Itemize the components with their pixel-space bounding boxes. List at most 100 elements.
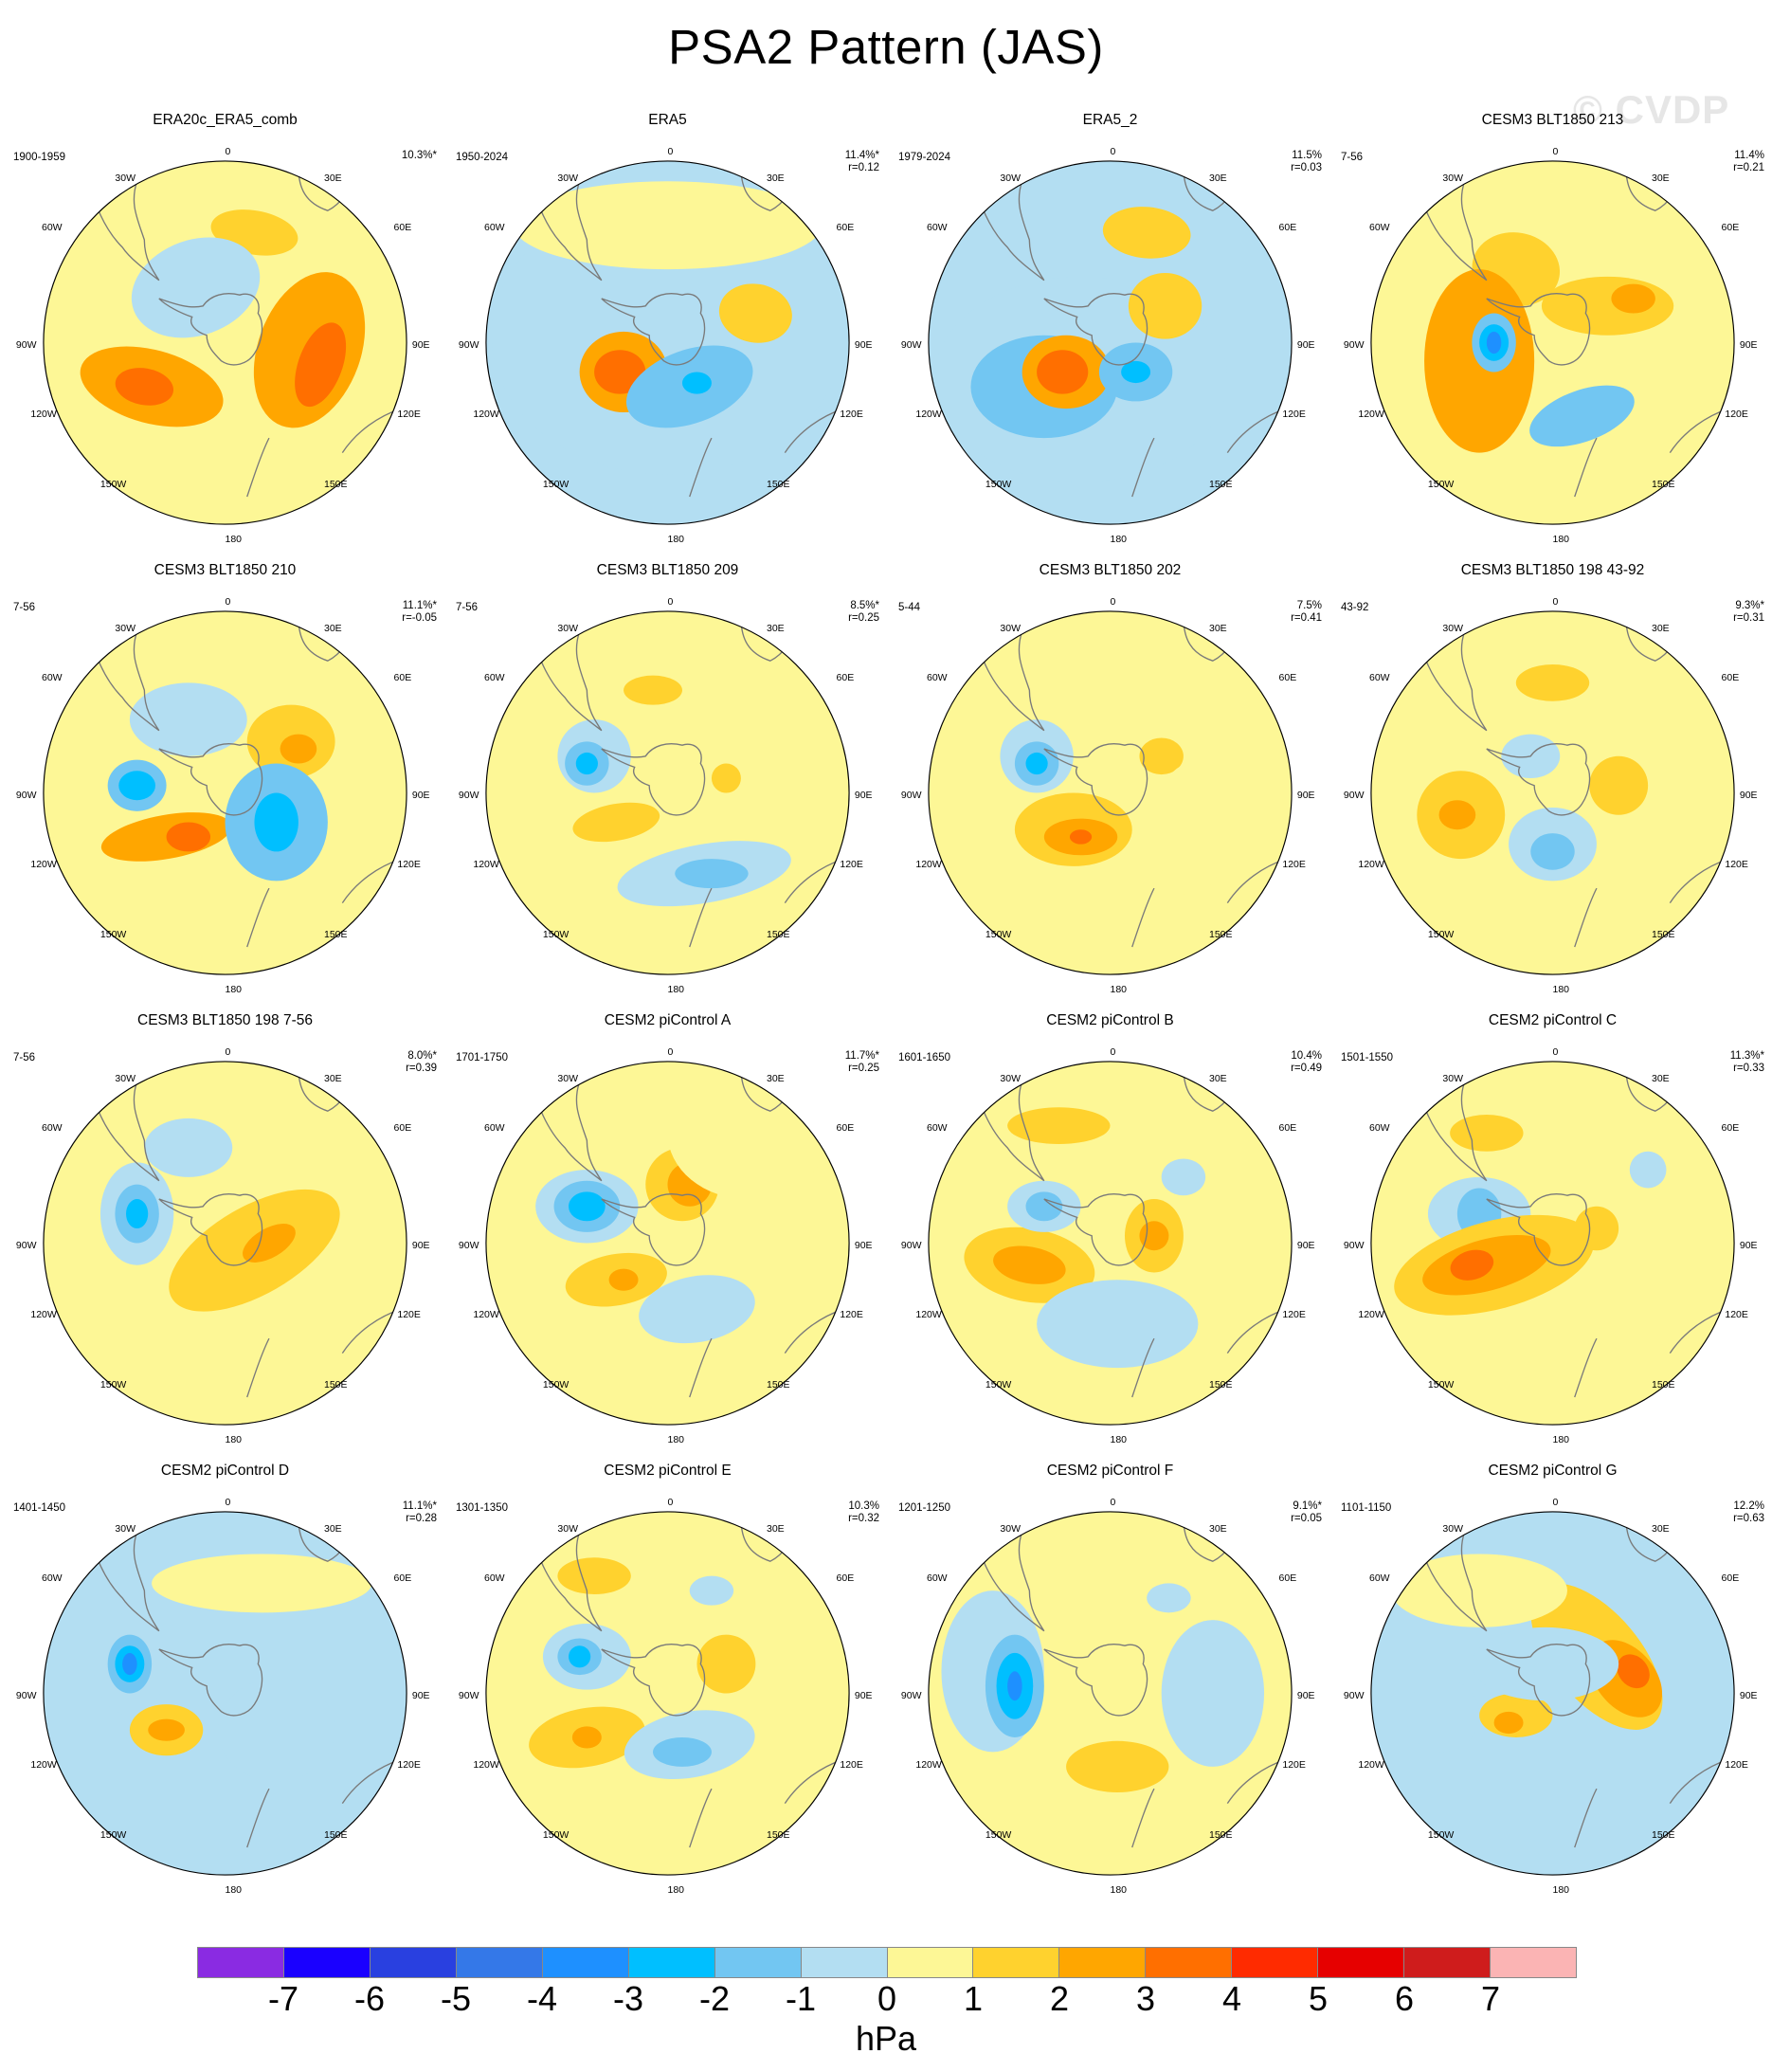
map-lon-label-30w: 30W [115,172,136,184]
map-lon-label-60w: 60W [1369,221,1390,233]
map-lon-label-90w: 90W [458,1239,479,1251]
panel-variance-pct: 8.0%* [407,1050,437,1062]
map-lon-label-180: 180 [1552,1883,1570,1896]
antarctica-coastline [1043,1193,1148,1266]
contour-blob [681,372,712,394]
panel-correlation: r=0.21 [1733,162,1764,173]
south-america-coastline [1412,624,1488,732]
antarctica-coastline [158,1193,263,1266]
panel-years: 43-92 [1341,602,1369,613]
contour-blob [1529,385,1635,447]
panel-correlation: r=0.25 [848,1063,879,1074]
map-lon-label-90w: 90W [15,1239,37,1251]
map-lon-label-0: 0 [1552,146,1559,158]
panel-variance-pct: 11.3%* [1729,1050,1764,1062]
panel-stats: 7.5% r=0.41 [1291,600,1322,625]
map-lon-label-60e: 60E [1278,1572,1297,1584]
panel-title: CESM3 BLT1850 210 [154,562,297,578]
map-lon-label-120e: 120E [397,1759,421,1772]
map-lon-label-180: 180 [667,1883,685,1896]
map-lon-label-120w: 120W [30,1759,57,1772]
panel-variance-pct: 11.5% [1292,150,1322,161]
panel-title: CESM3 BLT1850 213 [1481,112,1624,128]
map-lon-label-180: 180 [667,1433,685,1445]
map-lon-label-120w: 120W [473,1759,499,1772]
map-lon-label-60e: 60E [836,1572,855,1584]
map-lon-label-90e: 90E [411,338,430,351]
map-boundary [1370,160,1735,525]
antarctica-coastline [158,743,263,816]
map-lon-label-60w: 60W [484,221,505,233]
panel-correlation: r=0.12 [848,162,879,173]
map-lon-label-120w: 120W [473,859,499,871]
polar-map [43,1511,407,1876]
map-lon-label-90w: 90W [900,789,922,801]
polar-map [1370,610,1735,975]
panel-years: 1979-2024 [898,152,950,163]
map-panel: CESM2 piControl E 1301-1350 10.3% r=0.32 0 18… [446,1463,889,1913]
panel-correlation: r=0.32 [848,1513,879,1524]
map-lon-label-0: 0 [1110,596,1116,609]
map-lon-label-180: 180 [1552,533,1570,545]
map-lon-label-150e: 150E [766,1378,790,1390]
south-america-coastline [527,1524,603,1632]
map-lon-label-30w: 30W [1442,1072,1463,1084]
map-lon-label-60w: 60W [1369,671,1390,683]
map-lon-label-60w: 60W [1369,1121,1390,1134]
map-lon-label-30w: 30W [1000,1522,1021,1535]
map-lon-label-30e: 30E [323,622,342,634]
panel-stats: 10.4% r=0.49 [1291,1050,1322,1075]
map-lon-label-120w: 120W [30,1309,57,1321]
map-boundary [928,160,1293,525]
panel-stats: 11.4%* r=0.12 [845,150,879,174]
contour-blob [118,771,155,801]
map-lon-label-150e: 150E [1208,928,1233,940]
panel-stats: 8.0%* r=0.39 [406,1050,437,1075]
contour-blob [1161,1158,1206,1196]
map-panel: ERA5 1950-2024 11.4%* r=0.12 0 180 30W 30E 60W 60… [446,112,889,562]
map-panel: CESM3 BLT1850 210 7-56 11.1%* r=-0.05 0 180 30… [4,562,446,1012]
map-lon-label-30w: 30W [1000,1072,1021,1084]
panel-stats: 11.3%* r=0.33 [1730,1050,1764,1075]
panel-variance-pct: 11.1%* [402,600,437,611]
colorbar-tick: -1 [785,1979,817,2018]
panel-variance-pct: 10.3%* [401,150,437,161]
south-america-coastline [1412,173,1488,282]
map-lon-label-90e: 90E [854,789,873,801]
panel-variance-pct: 7.5% [1296,600,1322,611]
contour-blob [667,1066,829,1200]
map-lon-label-180: 180 [225,1433,243,1445]
map-panel: ERA20c_ERA5_comb 1900-1959 10.3%* 0 180 30W 30… [4,112,446,562]
polar-map [485,1061,850,1426]
contour-blob [689,1575,734,1606]
map-panel: CESM3 BLT1850 198 7-56 7-56 8.0%* r=0.39 0 18… [4,1012,446,1463]
panel-stats: 11.1%* r=0.28 [403,1500,437,1525]
map-lon-label-60w: 60W [484,1572,505,1584]
map-lon-label-90w: 90W [458,338,479,351]
map-lon-label-150e: 150E [323,1378,348,1390]
colorbar-tick: -3 [612,1979,644,2018]
panel-title: CESM2 piControl G [1488,1463,1618,1479]
map-boundary [485,1061,850,1426]
map-lon-label-180: 180 [667,983,685,995]
contour-blob [144,1118,233,1177]
map-lon-label-30e: 30E [1651,1522,1670,1535]
colorbar-tick: 3 [1135,1979,1156,2018]
map-lon-label-120w: 120W [473,1309,499,1321]
map-lon-label-120e: 120E [840,859,863,871]
contour-blob [1391,1554,1567,1627]
antarctica-coastline [1043,293,1148,366]
south-america-coastline [969,1074,1045,1182]
map-lon-label-150e: 150E [1208,1378,1233,1390]
map-lon-label-60e: 60E [1278,1121,1297,1134]
south-america-coastline [84,624,160,732]
panel-years: 1401-1450 [13,1502,65,1514]
polar-map [928,160,1293,525]
map-lon-label-90e: 90E [1296,1239,1315,1251]
contour-blob [1025,1191,1063,1222]
polar-map [43,160,407,525]
map-lon-label-120w: 120W [915,409,942,421]
map-panel: CESM3 BLT1850 213 7-56 11.4% r=0.21 0 180 30W 3… [1331,112,1772,562]
antarctica-coastline [1043,1644,1148,1717]
map-lon-label-90e: 90E [1296,789,1315,801]
